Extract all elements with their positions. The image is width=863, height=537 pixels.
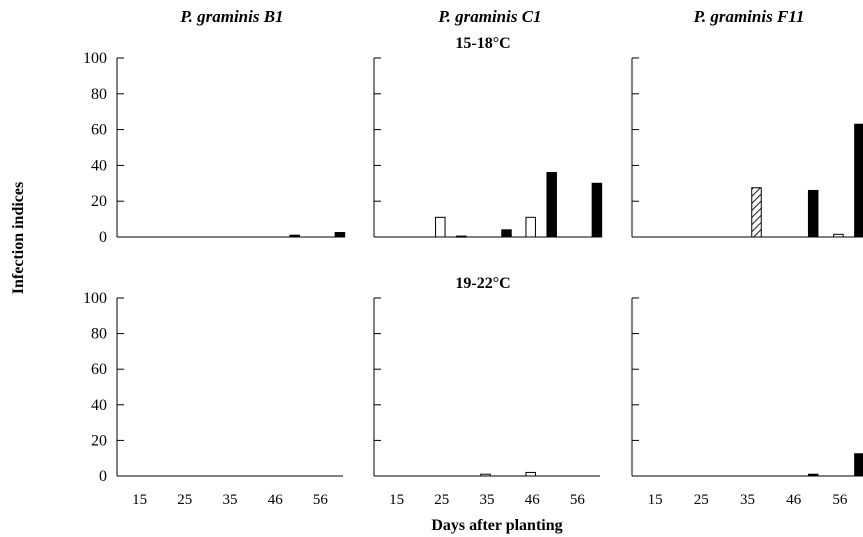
x-tick-label: 35	[223, 492, 238, 508]
panels: 0 20 40 60 80 100 0 20 40 60 80 100 15 25 35 46 56 15 25 35…	[83, 50, 863, 508]
x-tick-label: 56	[570, 492, 586, 508]
row-title-15-18: 15-18°C	[455, 35, 510, 52]
x-tick-label: 25	[694, 492, 709, 508]
y-tick-label: 100	[83, 290, 107, 307]
x-tick-label: 35	[740, 492, 755, 508]
y-tick-label: 0	[99, 229, 107, 246]
column-title-c1: P. graminis C1	[437, 7, 541, 26]
y-tick-label: 100	[83, 50, 107, 67]
x-tick-label: 15	[389, 492, 404, 508]
x-tick-label: 25	[434, 492, 449, 508]
y-tick-label: 40	[91, 157, 107, 174]
row-title-19-22: 19-22°C	[455, 275, 510, 292]
x-tick-label: 56	[313, 492, 329, 508]
x-tick-label: 35	[480, 492, 495, 508]
bar-solid-56	[854, 453, 863, 477]
y-tick-label: 60	[91, 122, 107, 139]
bar-open-56	[833, 233, 844, 238]
x-tick-label: 46	[268, 492, 284, 508]
y-tick-label: 60	[91, 361, 107, 378]
y-axis-label: Infection indices	[10, 182, 27, 294]
y-tick-label: 80	[91, 326, 107, 343]
bar-solid-46	[546, 172, 557, 238]
y-tick-label: 0	[99, 468, 107, 485]
x-axis-label: Days after planting	[431, 517, 562, 534]
bar-open-46	[525, 216, 536, 238]
column-title-f11: P. graminis F11	[693, 7, 805, 26]
bar-solid-56	[334, 232, 346, 238]
bar-solid-35	[501, 229, 512, 238]
y-tick-label: 20	[91, 193, 107, 210]
x-tick-label: 25	[177, 492, 192, 508]
x-tick-label: 15	[132, 492, 147, 508]
bar-solid-56	[854, 123, 863, 238]
bar-solid-46	[807, 473, 819, 477]
bar-solid-56	[591, 182, 603, 238]
bar-open-46	[525, 471, 536, 477]
x-tick-label: 46	[786, 492, 802, 508]
bar-open-35	[480, 473, 491, 477]
bar-open-25	[435, 216, 446, 238]
x-tick-label: 15	[648, 492, 663, 508]
bar-hatched-35	[751, 187, 762, 238]
bar-solid-25	[456, 235, 467, 238]
y-tick-label: 40	[91, 397, 107, 414]
bar-solid-46	[807, 189, 819, 238]
x-tick-label: 56	[832, 492, 848, 508]
x-tick-label: 46	[525, 492, 541, 508]
y-tick-label: 20	[91, 432, 107, 449]
column-title-b1: P. graminis B1	[179, 7, 283, 26]
bar-solid-46	[289, 234, 300, 238]
y-tick-label: 80	[91, 86, 107, 103]
